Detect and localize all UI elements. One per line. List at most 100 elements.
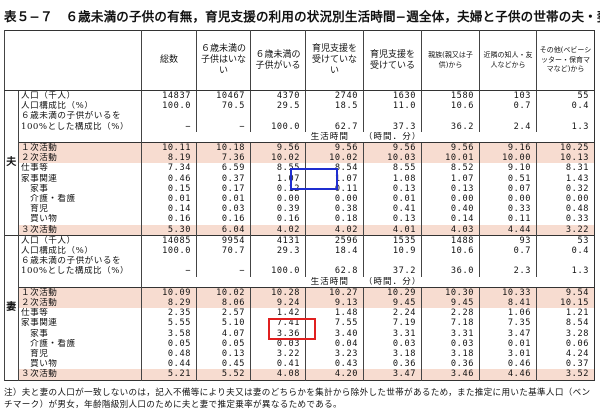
row-label: 育児 — [18, 204, 142, 215]
table-cell: 0.44 — [141, 359, 197, 370]
table-cell: 0.17 — [196, 183, 251, 195]
table-cell: 10.02 — [250, 153, 306, 164]
table-cell: 0.03 — [250, 338, 306, 350]
table-cell: 93 — [479, 234, 537, 247]
table-cell: 8.41 — [479, 298, 537, 309]
table-cell: 4.46 — [479, 369, 537, 381]
section-blank — [18, 276, 142, 288]
table-cell: 1.21 — [536, 308, 595, 319]
table-cell: 0.03 — [421, 338, 480, 350]
table-cell: 1.43 — [536, 173, 595, 184]
table-cell: 11.0 — [363, 101, 422, 112]
table-cell: 0.16 — [196, 214, 251, 225]
table-cell: 3.23 — [305, 349, 364, 360]
table-cell: 7.34 — [141, 163, 197, 174]
row-label: 育児 — [18, 349, 142, 360]
table-row: ６歳未満の子供がいるを — [5, 111, 595, 122]
table-row: 人口構成比（%） 100.0 70.7 29.3 18.4 10.9 10.6 0.7 0.4 — [5, 246, 595, 257]
table-cell: 1580 — [421, 90, 480, 102]
row-label: 仕事等 — [18, 308, 142, 319]
table-cell — [141, 111, 197, 122]
table-cell: 37.3 — [363, 121, 422, 132]
table-cell: 0.36 — [421, 359, 480, 370]
table-cell: − — [141, 121, 197, 132]
table-cell: 14837 — [141, 90, 197, 102]
table-cell: 0.00 — [536, 194, 595, 205]
row-label: ３次活動 — [18, 369, 142, 381]
table-cell — [196, 256, 251, 267]
table-cell: 0.18 — [305, 214, 364, 225]
table-cell — [250, 256, 306, 267]
table-cell: 0.43 — [305, 359, 364, 370]
table-cell: 8.52 — [421, 163, 480, 174]
table-cell: 3.31 — [421, 328, 480, 339]
row-label: 家事関連 — [18, 173, 142, 184]
table-cell: 8.31 — [536, 163, 595, 174]
table-row: 人口構成比（%） 100.0 70.5 29.5 18.5 11.0 10.6 0.7 0.4 — [5, 101, 595, 112]
table-row: 家事 3.58 4.07 3.36 3.40 3.31 3.31 3.47 3.28 — [5, 328, 595, 339]
row-label: 介護・看護 — [18, 338, 142, 350]
table-cell: 0.48 — [141, 349, 197, 360]
table-cell: 9.45 — [363, 298, 422, 309]
table-cell: 55 — [536, 90, 595, 102]
table-cell: 3.40 — [305, 328, 364, 339]
row-label: ２次活動 — [18, 153, 142, 164]
table-cell: − — [196, 266, 251, 277]
table-row: 買い物 0.16 0.16 0.16 0.18 0.13 0.14 0.11 0.33 — [5, 214, 595, 225]
table-cell: 1.48 — [305, 308, 364, 319]
row-label: 仕事等 — [18, 163, 142, 174]
table-cell: 0.48 — [536, 204, 595, 215]
table-cell: 10.15 — [536, 298, 595, 309]
table-cell: 4.01 — [363, 224, 422, 236]
table-cell: 7.36 — [196, 153, 251, 164]
table-cell: 0.13 — [196, 349, 251, 360]
table-cell: 0.04 — [305, 338, 364, 350]
table-cell: 3.46 — [421, 369, 480, 381]
table-row: 夫人口（千人） 14837 10467 4370 2740 1630 1580 103 55 — [4, 90, 595, 236]
table-cell: 5.55 — [141, 318, 197, 329]
section-label-row: 生活時間 （時間．分） — [5, 276, 595, 288]
table-cell: 29.3 — [250, 246, 306, 257]
table-cell: 37.2 — [363, 266, 422, 277]
table-cell: 14085 — [141, 234, 197, 247]
table-cell: 1.07 — [305, 173, 364, 184]
row-label: 介護・看護 — [18, 194, 142, 205]
table-cell: 3.22 — [536, 224, 595, 236]
row-label: 人口構成比（%） — [18, 246, 142, 257]
table-cell: 18.4 — [305, 246, 364, 257]
table-cell: 1.42 — [250, 308, 306, 319]
table-cell: 8.55 — [250, 163, 306, 174]
table-cell: 0.00 — [305, 194, 364, 205]
table-row: 家事関連 0.46 0.37 1.07 1.07 1.08 1.07 0.51 1.43 — [5, 173, 595, 184]
table-cell: 1.07 — [250, 173, 306, 184]
table-cell: 3.01 — [479, 349, 537, 360]
footnote: 注）夫と妻の人口が一致しないのは，記入不備等により夫又は妻のどちらかを集計から除… — [4, 388, 591, 410]
table-cell: 10.27 — [305, 286, 364, 299]
table-cell: 29.5 — [250, 101, 306, 112]
table-cell: 5.10 — [196, 318, 251, 329]
table-cell: 1.08 — [363, 173, 422, 184]
table-cell: 0.4 — [536, 101, 595, 112]
table-cell: 9954 — [196, 234, 251, 247]
row-label: ２次活動 — [18, 298, 142, 309]
table-cell: 10.03 — [363, 153, 422, 164]
table-cell: 1.3 — [536, 121, 595, 132]
table-cell: 53 — [536, 234, 595, 247]
section-label: 生活時間 （時間．分） — [141, 131, 595, 143]
table-cell: 0.37 — [196, 173, 251, 184]
table-cell — [479, 256, 537, 267]
table-row: ３次活動 5.30 6.04 4.02 4.02 4.01 4.03 4.44 3.22 — [5, 224, 595, 236]
table-cell: 36.0 — [421, 266, 480, 277]
table-cell: 2.57 — [196, 308, 251, 319]
table-cell: 9.16 — [479, 142, 537, 154]
row-label: 100%とした構成比（%） — [18, 121, 142, 132]
table-cell: 0.00 — [250, 194, 306, 205]
table-cell: 1.06 — [479, 308, 537, 319]
table-cell: 3.36 — [250, 328, 306, 339]
header-corner — [4, 30, 142, 91]
table-row: 家事関連 5.55 5.10 7.41 7.55 7.19 7.18 7.35 8.54 — [5, 318, 595, 329]
table-cell: 0.13 — [363, 183, 422, 195]
table-cell: 70.7 — [196, 246, 251, 257]
table-cell: 9.56 — [421, 142, 480, 154]
table-cell: 0.00 — [479, 194, 537, 205]
